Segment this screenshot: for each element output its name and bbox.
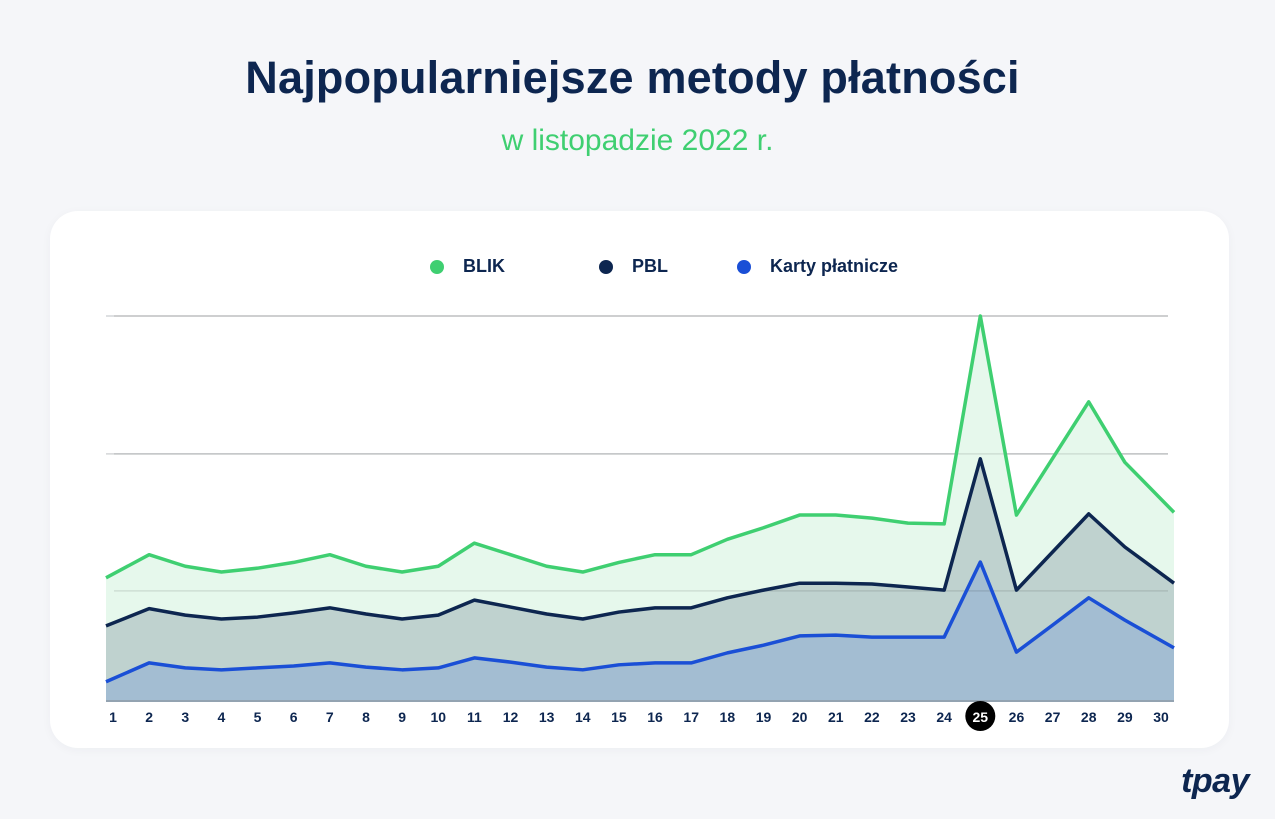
x-tick-label: 10	[430, 709, 446, 725]
chart-legend: BLIK PBL Karty płatnicze	[0, 256, 1275, 280]
legend-item-karty: Karty płatnicze	[737, 256, 898, 277]
series-line-0	[105, 314, 1176, 580]
x-tick-label: 17	[683, 709, 699, 725]
x-tick-label: 11	[467, 709, 482, 725]
tpay-logo: tpay	[1181, 762, 1249, 800]
x-tick-label: 8	[362, 709, 370, 725]
legend-label: Karty płatnicze	[770, 256, 899, 276]
legend-label: PBL	[632, 256, 668, 276]
x-tick-label: 6	[290, 709, 298, 725]
x-tick-label: 13	[539, 709, 555, 725]
x-tick-label: 16	[647, 709, 663, 725]
series-line-1	[105, 457, 1176, 628]
x-tick-label: 20	[792, 709, 808, 725]
x-tick-label: 14	[575, 709, 591, 725]
page-title: Najpopularniejsze metody płatności	[245, 52, 1020, 103]
x-tick-label: 18	[720, 709, 736, 725]
x-tick-label: 12	[503, 709, 519, 725]
legend-label: BLIK	[463, 256, 505, 276]
x-tick-label: 5	[254, 709, 262, 725]
x-tick-label: 23	[900, 709, 916, 725]
x-tick-label: 9	[398, 709, 406, 725]
x-tick-label: 22	[864, 709, 880, 725]
x-tick-label: 3	[181, 709, 189, 725]
legend-item-blik: BLIK	[430, 256, 505, 277]
legend-item-pbl: PBL	[599, 256, 668, 277]
area-2	[106, 562, 1174, 701]
x-tick-label: 4	[218, 709, 226, 725]
x-tick-label: 24	[936, 709, 952, 725]
x-tick-label: 27	[1045, 709, 1061, 725]
page-subtitle: w listopadzie 2022 r.	[501, 124, 774, 157]
x-tick-label: 30	[1153, 709, 1169, 725]
x-tick-label: 19	[756, 709, 772, 725]
x-tick-label: 1	[109, 709, 117, 725]
x-tick-label: 25	[973, 709, 989, 725]
highlight-circle	[965, 701, 996, 731]
x-tick-label: 28	[1081, 709, 1097, 725]
x-tick-label: 26	[1009, 709, 1025, 725]
legend-dot-icon	[430, 259, 444, 274]
legend-dot-icon	[737, 259, 751, 274]
x-tick-label: 15	[611, 709, 627, 725]
x-tick-label: 21	[828, 709, 844, 725]
x-tick-label: 7	[326, 709, 334, 725]
x-tick-label: 2	[145, 709, 153, 725]
x-tick-label: 29	[1117, 709, 1133, 725]
series-line-2	[105, 560, 1175, 684]
legend-dot-icon	[599, 259, 613, 274]
